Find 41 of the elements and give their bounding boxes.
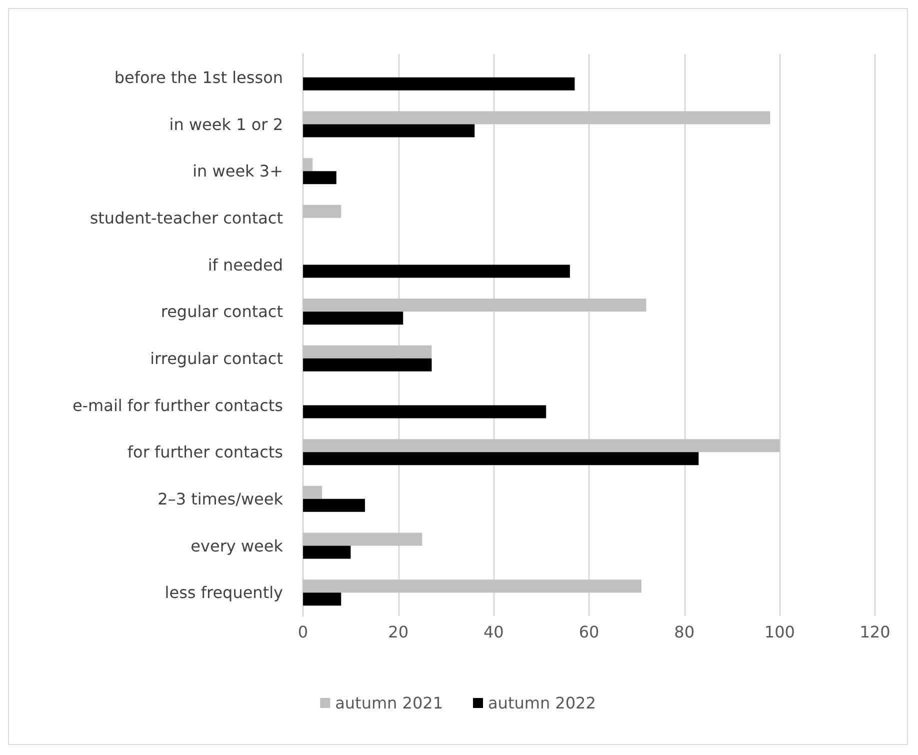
y-tick-label: irregular contact bbox=[150, 348, 283, 368]
bar bbox=[303, 264, 570, 278]
x-tick-label: 120 bbox=[860, 622, 890, 642]
bar bbox=[303, 298, 646, 312]
legend-label: autumn 2021 bbox=[335, 694, 443, 712]
y-tick-label: every week bbox=[190, 536, 284, 556]
bar bbox=[303, 77, 575, 90]
bar bbox=[303, 486, 322, 499]
bar bbox=[303, 498, 365, 512]
x-tick-label: 0 bbox=[298, 622, 308, 642]
x-tick-label: 100 bbox=[764, 622, 795, 642]
y-tick-label: student-teacher contact bbox=[90, 208, 283, 228]
bar bbox=[303, 171, 336, 184]
legend-label: autumn 2022 bbox=[488, 694, 596, 712]
bar bbox=[303, 580, 642, 593]
x-tick-label: 40 bbox=[483, 622, 504, 642]
bar bbox=[303, 405, 546, 418]
bar bbox=[303, 124, 475, 138]
y-tick-label: regular contact bbox=[160, 302, 283, 322]
y-tick-label: for further contacts bbox=[127, 442, 283, 462]
bar bbox=[303, 439, 780, 452]
x-tick-label: 20 bbox=[388, 622, 409, 642]
bar bbox=[303, 546, 351, 559]
y-tick-label: less frequently bbox=[164, 583, 283, 602]
x-tick-label: 80 bbox=[674, 622, 695, 642]
bar bbox=[303, 452, 699, 466]
bar bbox=[303, 592, 342, 606]
bar bbox=[303, 204, 342, 218]
bar bbox=[303, 358, 432, 372]
bar bbox=[303, 111, 770, 124]
y-tick-label: e-mail for further contacts bbox=[72, 396, 283, 415]
bar bbox=[303, 532, 422, 546]
y-tick-label: before the 1st lesson bbox=[114, 68, 283, 87]
y-tick-label: 2–3 times/week bbox=[158, 489, 284, 508]
bar bbox=[303, 312, 404, 325]
x-tick-label: 60 bbox=[578, 622, 600, 642]
bar bbox=[303, 345, 432, 358]
y-tick-label: if needed bbox=[208, 255, 283, 274]
bar bbox=[303, 158, 313, 172]
y-tick-label: in week 1 or 2 bbox=[169, 114, 283, 134]
y-tick-label: in week 3+ bbox=[192, 162, 283, 181]
